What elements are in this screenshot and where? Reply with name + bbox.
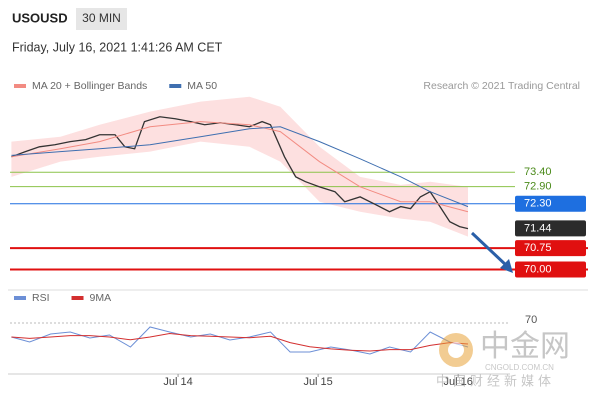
x-tick-label: Jul 16 — [443, 376, 472, 388]
y-tick-label: 70 — [525, 314, 537, 326]
watermark-domain: CNGOLD.COM.CN — [485, 363, 554, 372]
watermark-logo-inner — [448, 342, 464, 358]
level-label: 71.44 — [524, 222, 552, 234]
level-badge — [515, 195, 586, 212]
timeframe[interactable]: 30 MIN — [82, 11, 121, 25]
level-label: 72.30 — [524, 198, 552, 210]
symbol: USOUSD — [12, 10, 68, 25]
plots: 73.40 72.90 72.30 71.44 70.75 70.00 MA 20 + Bo… — [10, 80, 588, 388]
legend-swatch — [169, 84, 182, 88]
legend-label: RSI — [32, 292, 50, 304]
level-label: 70.75 — [524, 242, 552, 254]
x-tick-label: Jul 15 — [303, 376, 332, 388]
legend-label: 9MA — [90, 292, 112, 304]
bollinger-band — [11, 96, 468, 237]
legend-swatch — [71, 296, 84, 300]
watermark-slogan: 中国财经新媒体 — [436, 373, 555, 388]
forecast-arrowhead — [500, 259, 513, 273]
series-line — [11, 116, 469, 230]
level-label: 72.90 — [524, 180, 552, 192]
level-label: 73.40 — [524, 166, 552, 178]
datetime: Friday, July 16, 2021 1:41:26 AM CET — [12, 40, 223, 54]
series-line — [11, 126, 469, 208]
level-badge — [515, 220, 586, 237]
series-line — [11, 332, 469, 352]
level-badge — [515, 240, 586, 257]
watermark: 中金网 CNGOLD.COM.CN 中国财经新媒体 — [436, 330, 570, 389]
series-line — [11, 326, 469, 355]
level-label: 70.00 — [524, 263, 552, 275]
forecast-arrow — [470, 231, 509, 268]
timeframe-button[interactable] — [76, 8, 127, 30]
legend-label: MA 20 + Bollinger Bands — [32, 80, 147, 92]
credit: Research © 2021 Trading Central — [423, 80, 580, 92]
legend-swatch — [14, 84, 26, 88]
level-badge — [515, 261, 586, 278]
x-tick-label: Jul 14 — [163, 376, 192, 388]
watermark-name: 中金网 — [480, 330, 570, 363]
legend-swatch — [14, 296, 26, 300]
legend-label: MA 50 — [187, 80, 217, 92]
